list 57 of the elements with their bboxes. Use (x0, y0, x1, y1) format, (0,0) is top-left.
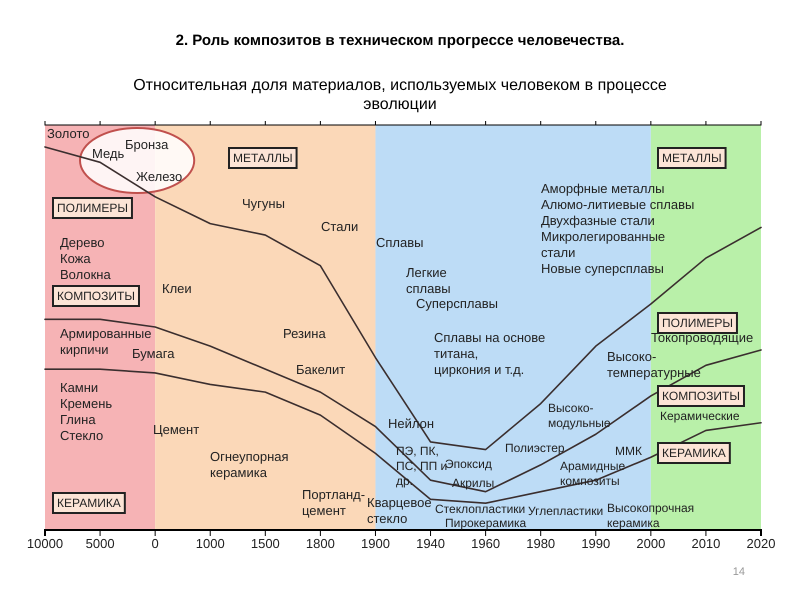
x-tick-label: 1800 (306, 536, 335, 552)
annotation: КОМПОЗИТЫ (662, 389, 740, 403)
annotation: КЕРАМИКА (662, 446, 726, 460)
annotation: Керамические (660, 409, 740, 423)
annotation: Портланд- цемент (302, 487, 366, 518)
x-tick-label: 1500 (250, 536, 280, 552)
annotation: Высоко- модульные (548, 401, 611, 430)
x-tick-label: 2020 (746, 536, 776, 552)
text: Золото (47, 126, 90, 141)
annotation: Токопроводящие (651, 330, 754, 345)
annotation: Дерево Кожа Волокна (60, 235, 112, 282)
x-tick-label: 2010 (691, 536, 720, 552)
x-tick-label: 5000 (86, 536, 115, 552)
annotation: КЕРАМИКА (57, 496, 121, 510)
annotation: Камни Кремень Глина Стекло (60, 380, 112, 443)
annotation: Аморфные металлы Алюмо-литиевые сплавы Двухфазные стали Микролегированные стали Новые суперсплавы (541, 181, 694, 276)
x-tick-label: 1960 (471, 536, 500, 552)
annotation: ПОЛИМЕРЫ (57, 201, 128, 215)
x-tick-label: 1900 (361, 536, 390, 552)
annotation: Углепластики (528, 504, 604, 518)
annotation: Бакелит (296, 362, 346, 377)
annotation: Железо (136, 169, 182, 184)
x-tick-label: 1000 (196, 536, 225, 552)
annotation: Медь (92, 146, 125, 161)
annotation: Бронза (125, 137, 170, 152)
annotation: Кварцевое стекло (367, 495, 432, 526)
x-tick-label: 0 (152, 536, 159, 552)
annotation: Бумага (132, 346, 176, 361)
annotation: Легкие сплавы (406, 265, 451, 296)
annotation: ПОЛИМЕРЫ (662, 316, 733, 330)
x-tick-label: 1990 (581, 536, 610, 552)
annotation: Сплавы на основе титана, циркония и т.д. (434, 330, 546, 377)
x-tick-label: 1980 (526, 536, 556, 552)
annotation: Сплавы (376, 235, 424, 250)
x-tick-label: 2000 (636, 536, 666, 552)
annotation: Стеклопластики (435, 502, 526, 516)
x-tick-label: 1940 (416, 536, 445, 552)
annotation: Эпоксид (445, 457, 492, 471)
chart-title: 2. Роль композитов в техническом прогрессе человечества. (176, 32, 624, 49)
chart-subtitle: Относительная доля материалов, используемых человеком в процессе эволюции (133, 77, 667, 113)
annotation: Резина (283, 326, 326, 341)
x-tick-label: 10000 (26, 536, 64, 552)
annotation: Клеи (162, 281, 192, 296)
annotation: МЕТАЛЛЫ (233, 151, 293, 165)
annotation: Огнеупорная керамика (210, 449, 289, 480)
text: 14 (732, 566, 745, 578)
annotation: Стали (321, 219, 358, 234)
annotation: Пирокерамика (445, 516, 527, 530)
annotation: ММК (615, 444, 642, 458)
annotation: Суперсплавы (416, 296, 498, 311)
annotation: Цемент (153, 422, 200, 437)
annotation: Чугуны (242, 196, 285, 211)
annotation: МЕТАЛЛЫ (662, 151, 722, 165)
annotation: Полиэстер (505, 441, 565, 455)
annotation: КОМПОЗИТЫ (57, 289, 135, 303)
annotation: Акрилы (452, 476, 494, 490)
annotation: Высокопрочная керамика (607, 501, 694, 530)
